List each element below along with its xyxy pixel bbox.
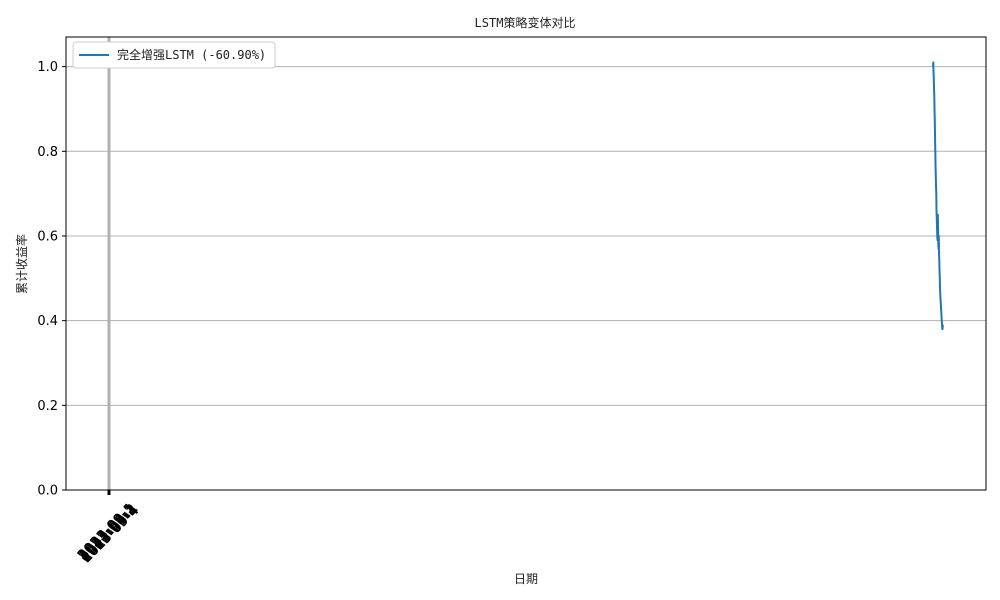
series-layer	[932, 61, 944, 331]
series-line	[932, 61, 944, 331]
y-tick-label: 1.0	[37, 60, 58, 75]
x-axis-label: 日期	[514, 572, 538, 586]
y-tick-label: 0.2	[37, 399, 58, 414]
y-axis-label: 累计收益率	[14, 234, 29, 294]
y-tick-label: 0.6	[37, 229, 58, 244]
legend-box	[72, 41, 276, 69]
legend-label: 完全增强LSTM (-60.90%)	[117, 47, 266, 62]
chart-title: LSTM策略变体对比	[475, 15, 576, 30]
y-axis: 0.0 0.2 0.4 0.6 0.8 1.0	[37, 60, 66, 499]
plot-frame	[65, 36, 987, 491]
y-tick-label: 0.8	[37, 145, 58, 160]
legend: 完全增强LSTM (-60.90%)	[72, 41, 276, 69]
y-tick-label: 0.4	[37, 314, 58, 329]
y-tick-label: 0.0	[37, 484, 58, 499]
